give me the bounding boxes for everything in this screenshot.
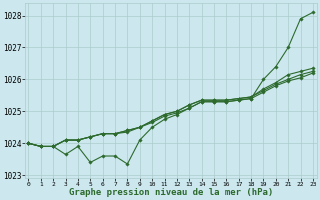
X-axis label: Graphe pression niveau de la mer (hPa): Graphe pression niveau de la mer (hPa) (68, 188, 273, 197)
